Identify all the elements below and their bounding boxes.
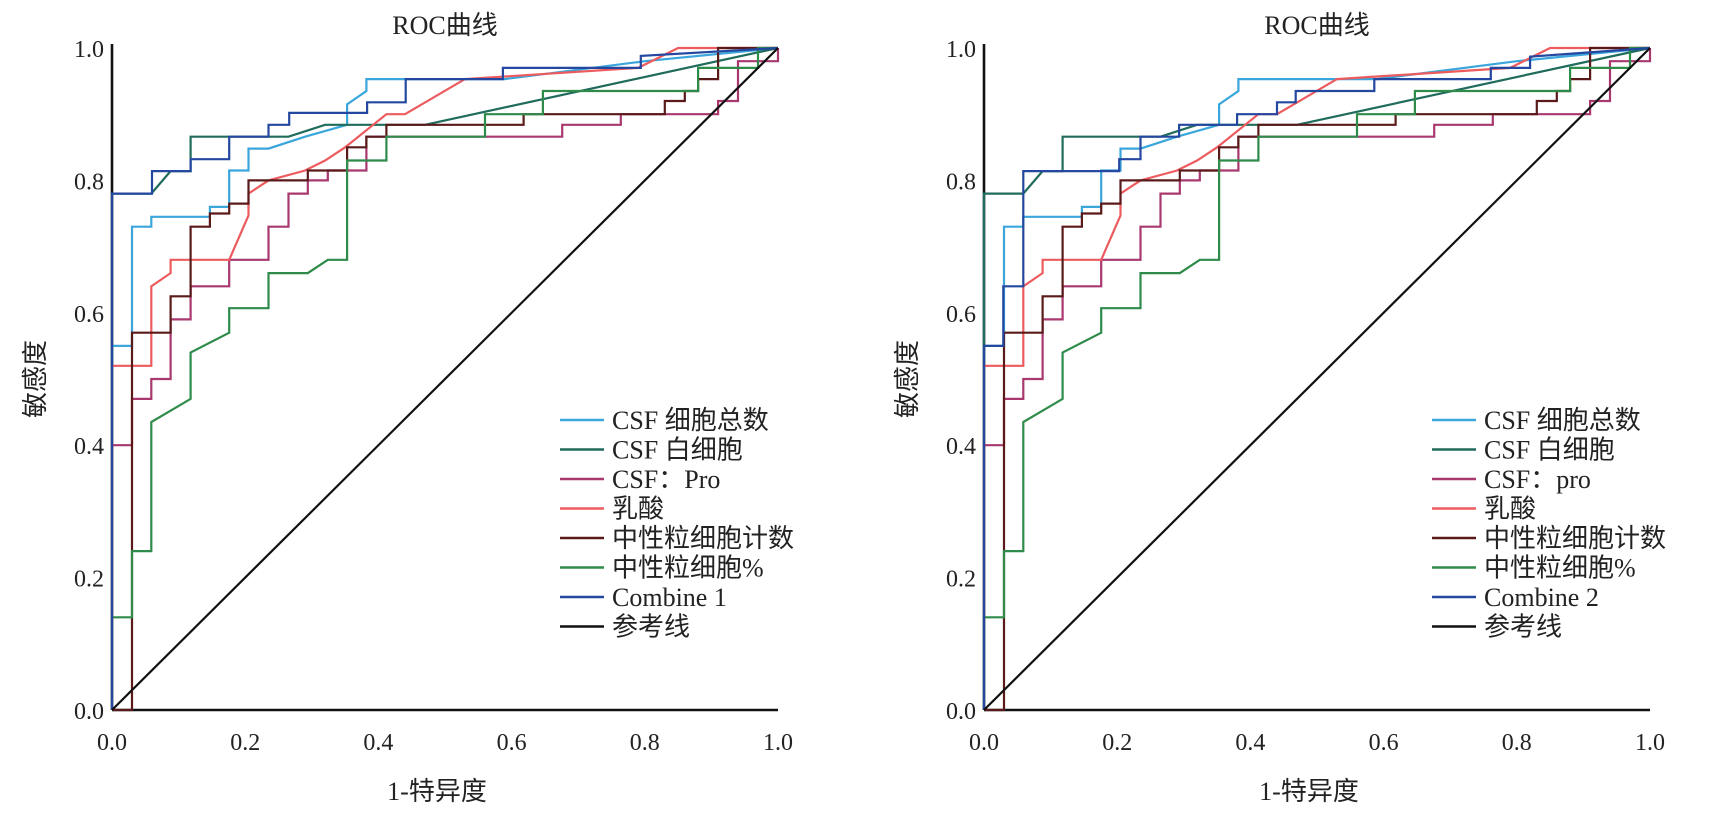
x-axis-title: 1-特异度 bbox=[1259, 777, 1359, 806]
legend-label: CSF 白细胞 bbox=[1484, 436, 1615, 465]
chart-title: ROC曲线 bbox=[392, 11, 497, 40]
legend-label: CSF 白细胞 bbox=[612, 436, 743, 465]
legend-label: Combine 2 bbox=[1484, 583, 1599, 612]
legend-label: CSF：Pro bbox=[612, 465, 720, 494]
y-axis-title: 敏感度 bbox=[21, 340, 50, 418]
x-tick-label: 0.2 bbox=[1102, 730, 1132, 756]
legend-label: 参考线 bbox=[1484, 613, 1562, 642]
x-tick-label: 1.0 bbox=[1635, 730, 1665, 756]
y-tick-label: 1.0 bbox=[74, 37, 104, 63]
legend-label: CSF 细胞总数 bbox=[612, 406, 769, 435]
legend-label: 乳酸 bbox=[1484, 495, 1536, 524]
y-tick-label: 0.0 bbox=[946, 699, 976, 725]
legend-label: CSF 细胞总数 bbox=[1484, 406, 1641, 435]
x-tick-label: 0.6 bbox=[1369, 730, 1399, 756]
x-tick-label: 0.4 bbox=[1235, 730, 1265, 756]
x-axis-title: 1-特异度 bbox=[387, 777, 487, 806]
roc-chart-left: ROC曲线 0.0 0.2 0.4 0.6 0.8 1.0 0.0 0.2 0.4 0.6 0.8 1.… bbox=[21, 11, 794, 806]
y-tick-label: 0.8 bbox=[74, 169, 104, 195]
series-line-7 bbox=[111, 47, 779, 711]
y-tick-label: 0.4 bbox=[74, 434, 104, 460]
x-tick-label: 0.8 bbox=[630, 730, 660, 756]
y-tick-label: 0.8 bbox=[946, 169, 976, 195]
legend-label: CSF：pro bbox=[1484, 465, 1591, 494]
x-tick-label: 0.2 bbox=[230, 730, 260, 756]
legend-label: 中性粒细胞计数 bbox=[1484, 524, 1666, 553]
series-line-7 bbox=[983, 47, 1651, 711]
y-axis-title: 敏感度 bbox=[893, 340, 922, 418]
roc-chart-right: ROC曲线 0.0 0.2 0.4 0.6 0.8 1.0 0.0 0.2 0.4 0.6 0.8 1.… bbox=[893, 11, 1666, 806]
y-tick-label: 1.0 bbox=[946, 37, 976, 63]
legend-label: 中性粒细胞% bbox=[1484, 554, 1636, 583]
series-line-4 bbox=[984, 46, 1650, 712]
legend-label: 乳酸 bbox=[612, 495, 664, 524]
x-tick-label: 0.8 bbox=[1502, 730, 1532, 756]
legend-label: Combine 1 bbox=[612, 583, 727, 612]
series-line-4 bbox=[112, 46, 778, 712]
x-tick-label: 0.4 bbox=[363, 730, 393, 756]
x-tick-label: 0.0 bbox=[97, 730, 127, 756]
legend-label: 参考线 bbox=[612, 613, 690, 642]
legend-label: 中性粒细胞% bbox=[612, 554, 764, 583]
x-tick-label: 0.0 bbox=[969, 730, 999, 756]
series-line-1 bbox=[982, 46, 1651, 710]
chart-title: ROC曲线 bbox=[1264, 11, 1369, 40]
y-tick-label: 0.6 bbox=[946, 302, 976, 328]
y-tick-label: 0.6 bbox=[74, 302, 104, 328]
series-line-2 bbox=[982, 48, 1652, 710]
series-line-2 bbox=[110, 48, 780, 710]
y-tick-label: 0.0 bbox=[74, 699, 104, 725]
y-tick-label: 0.4 bbox=[946, 434, 976, 460]
y-tick-label: 0.2 bbox=[74, 567, 104, 593]
x-tick-label: 1.0 bbox=[763, 730, 793, 756]
y-tick-label: 0.2 bbox=[946, 567, 976, 593]
legend-label: 中性粒细胞计数 bbox=[612, 524, 794, 553]
x-tick-label: 0.6 bbox=[497, 730, 527, 756]
